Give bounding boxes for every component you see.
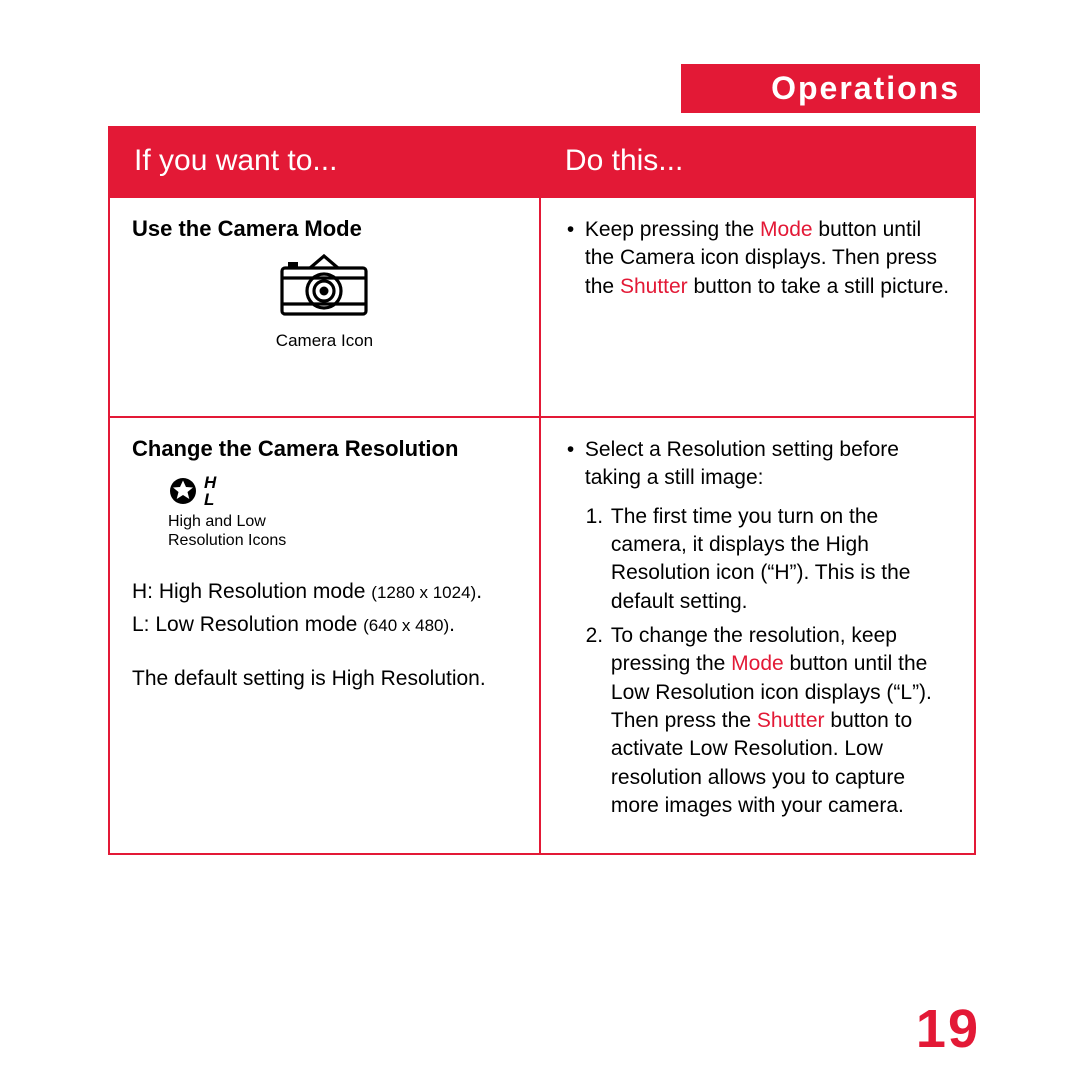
step-2: To change the resolution, keep pressing …: [609, 622, 952, 820]
header-right: Do this...: [540, 127, 975, 197]
header-left: If you want to...: [109, 127, 540, 197]
row2-steps: The first time you turn on the camera, i…: [563, 503, 952, 821]
section-header: Operations: [681, 64, 980, 113]
row2-bullets: Select a Resolution setting before takin…: [563, 436, 952, 493]
row1-right-cell: Keep pressing the Mode button until the …: [540, 197, 975, 417]
row2-bullet-1: Select a Resolution setting before takin…: [563, 436, 952, 493]
text: Keep pressing the: [585, 218, 760, 241]
table-row: Use the Camera Mode: [109, 197, 975, 417]
text: .: [476, 580, 482, 603]
text: H: High Resolution mode: [132, 580, 371, 603]
shutter-word: Shutter: [757, 709, 825, 732]
table-row: Change the Camera Resolution H L High an…: [109, 417, 975, 854]
resolution-letters: H L: [204, 474, 216, 508]
l-resolution-line: L: Low Resolution mode (640 x 480).: [132, 611, 517, 639]
row1-title: Use the Camera Mode: [132, 216, 517, 242]
step-1: The first time you turn on the camera, i…: [609, 503, 952, 616]
text: Resolution Icons: [168, 532, 286, 549]
row1-left-cell: Use the Camera Mode: [109, 197, 540, 417]
default-line: The default setting is High Resolution.: [132, 665, 517, 693]
text: .: [449, 613, 455, 636]
resolution-caption: High and Low Resolution Icons: [168, 512, 517, 550]
res-l: L: [204, 491, 216, 508]
camera-icon-caption: Camera Icon: [132, 331, 517, 351]
row2-title: Change the Camera Resolution: [132, 436, 517, 462]
dim: (640 x 480): [363, 616, 449, 635]
mode-word: Mode: [731, 652, 784, 675]
row1-bullets: Keep pressing the Mode button until the …: [563, 216, 952, 301]
camera-icon-block: Camera Icon: [132, 254, 517, 351]
res-h: H: [204, 474, 216, 491]
table-header-row: If you want to... Do this...: [109, 127, 975, 197]
row1-bullet-1: Keep pressing the Mode button until the …: [563, 216, 952, 301]
shutter-word: Shutter: [620, 275, 688, 298]
text: High and Low: [168, 513, 266, 530]
resolution-icon-block: H L: [168, 474, 517, 508]
h-resolution-line: H: High Resolution mode (1280 x 1024).: [132, 578, 517, 606]
text: L: Low Resolution mode: [132, 613, 363, 636]
page-number: 19: [916, 998, 980, 1060]
row2-right-cell: Select a Resolution setting before takin…: [540, 417, 975, 854]
camera-icon: [276, 254, 372, 320]
row2-left-cell: Change the Camera Resolution H L High an…: [109, 417, 540, 854]
mode-word: Mode: [760, 218, 813, 241]
text: button to take a still picture.: [688, 275, 949, 298]
star-icon: [168, 476, 198, 506]
dim: (1280 x 1024): [371, 583, 476, 602]
operations-table: If you want to... Do this... Use the Cam…: [108, 126, 976, 855]
